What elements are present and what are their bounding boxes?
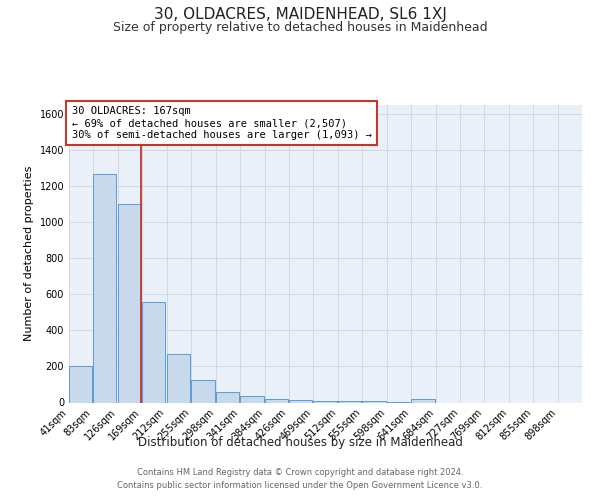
Text: 30, OLDACRES, MAIDENHEAD, SL6 1XJ: 30, OLDACRES, MAIDENHEAD, SL6 1XJ xyxy=(154,8,446,22)
Bar xyxy=(265,399,288,402)
Bar xyxy=(313,400,337,402)
Bar xyxy=(362,400,386,402)
Bar xyxy=(338,400,361,402)
Text: Contains public sector information licensed under the Open Government Licence v3: Contains public sector information licen… xyxy=(118,482,482,490)
Bar xyxy=(412,399,435,402)
Bar xyxy=(289,400,312,402)
Bar xyxy=(167,354,190,403)
Bar xyxy=(191,380,215,402)
Text: Distribution of detached houses by size in Maidenhead: Distribution of detached houses by size … xyxy=(137,436,463,449)
Y-axis label: Number of detached properties: Number of detached properties xyxy=(24,166,34,342)
Bar xyxy=(69,366,92,402)
Text: Size of property relative to detached houses in Maidenhead: Size of property relative to detached ho… xyxy=(113,21,487,34)
Bar xyxy=(215,392,239,402)
Bar xyxy=(93,174,116,402)
Bar xyxy=(142,302,166,402)
Text: Contains HM Land Registry data © Crown copyright and database right 2024.: Contains HM Land Registry data © Crown c… xyxy=(137,468,463,477)
Bar xyxy=(118,204,141,402)
Text: 30 OLDACRES: 167sqm
← 69% of detached houses are smaller (2,507)
30% of semi-det: 30 OLDACRES: 167sqm ← 69% of detached ho… xyxy=(71,106,371,140)
Bar xyxy=(240,396,263,402)
